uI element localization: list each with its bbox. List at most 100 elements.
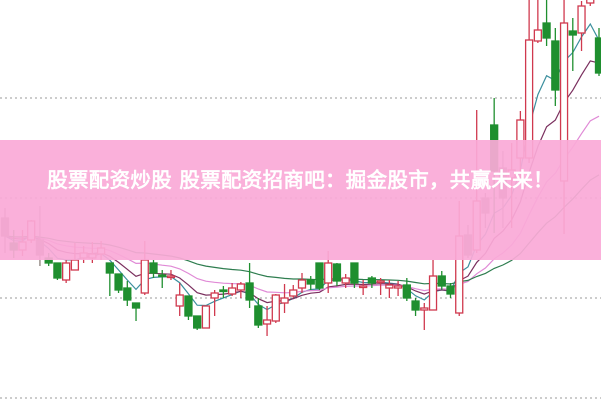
candle-body <box>297 279 307 289</box>
candle <box>289 285 298 298</box>
candle <box>393 281 403 296</box>
candle-body <box>586 0 595 4</box>
candle-body <box>227 287 237 295</box>
candle-body <box>166 275 176 279</box>
candle-body <box>420 307 429 311</box>
candle-body <box>551 40 560 91</box>
candle <box>210 290 219 316</box>
candle-body <box>245 282 254 301</box>
candle-body <box>184 295 193 317</box>
candle <box>236 282 246 298</box>
candle-body <box>105 262 114 274</box>
candle <box>201 305 211 329</box>
candle <box>227 283 237 296</box>
candle <box>131 302 141 321</box>
candle <box>341 274 350 288</box>
candle <box>53 262 62 280</box>
candle-body <box>158 274 167 278</box>
candle <box>586 0 595 6</box>
candle-body <box>140 259 149 294</box>
candle-body <box>376 280 385 284</box>
candle-body <box>236 283 246 291</box>
candle <box>551 28 560 106</box>
candle <box>568 18 577 71</box>
candle-body <box>324 262 333 284</box>
candle <box>262 306 272 336</box>
candle-body <box>594 37 601 74</box>
candle <box>184 295 193 320</box>
candle <box>245 263 254 308</box>
candle-body <box>542 22 551 39</box>
candle <box>297 273 307 293</box>
candle <box>158 270 167 288</box>
candle-body <box>210 292 219 299</box>
candle-body <box>393 285 403 289</box>
candle <box>577 1 586 51</box>
candle <box>123 281 132 306</box>
candle <box>402 278 411 301</box>
candle-body <box>306 279 315 285</box>
candle-body <box>533 29 543 42</box>
candle-body <box>402 284 411 299</box>
candle <box>428 260 438 311</box>
candle-body <box>341 277 350 284</box>
candle-body <box>149 262 158 274</box>
candle-body <box>385 284 394 289</box>
candle-body <box>123 287 132 301</box>
candle-body <box>262 319 272 325</box>
candle <box>280 284 289 313</box>
candle-body <box>175 294 184 307</box>
candle <box>385 280 394 298</box>
candle-body <box>114 273 123 291</box>
candle <box>332 263 342 286</box>
candle <box>175 283 184 316</box>
candle-body <box>367 277 377 284</box>
candle <box>254 298 263 328</box>
candle <box>358 280 368 295</box>
candle-body <box>332 263 342 282</box>
candle-body <box>70 259 80 271</box>
candle-body <box>428 275 438 311</box>
candle-body <box>254 305 263 326</box>
candle <box>524 0 534 163</box>
candle <box>315 262 324 290</box>
banner-title: 股票配资炒股 股票配资招商吧：掘金股市，共赢未来！ <box>47 168 554 192</box>
candle-body <box>568 30 577 36</box>
candle <box>376 278 385 295</box>
title-banner <box>0 140 601 260</box>
candle-body <box>131 302 141 309</box>
candle-body <box>350 262 359 284</box>
candle <box>219 286 228 298</box>
candle <box>533 0 543 43</box>
candle <box>594 28 601 76</box>
candle <box>149 260 158 278</box>
candle <box>446 283 455 298</box>
candle <box>367 276 377 288</box>
candle <box>105 262 114 296</box>
candle-body <box>577 5 586 34</box>
candle-body <box>219 289 228 293</box>
candle-body <box>446 285 455 295</box>
candle <box>542 0 551 46</box>
candle-body <box>315 262 324 289</box>
candle <box>114 273 123 293</box>
candle <box>350 262 359 288</box>
candle-body <box>61 262 71 281</box>
candle-body <box>358 285 368 289</box>
candle-body <box>201 305 211 329</box>
candle-body <box>289 289 298 297</box>
candle <box>420 303 429 330</box>
candle <box>306 276 315 290</box>
candle <box>193 315 202 330</box>
candle <box>271 294 280 323</box>
candle-body <box>271 294 280 322</box>
candle-body <box>411 300 420 311</box>
candle <box>411 298 420 316</box>
candle-body <box>193 315 202 329</box>
candle <box>166 270 176 280</box>
candle <box>437 271 446 290</box>
candle-body <box>280 297 289 304</box>
candle <box>61 260 71 283</box>
candle-body <box>437 275 446 287</box>
candle-body <box>53 262 62 279</box>
